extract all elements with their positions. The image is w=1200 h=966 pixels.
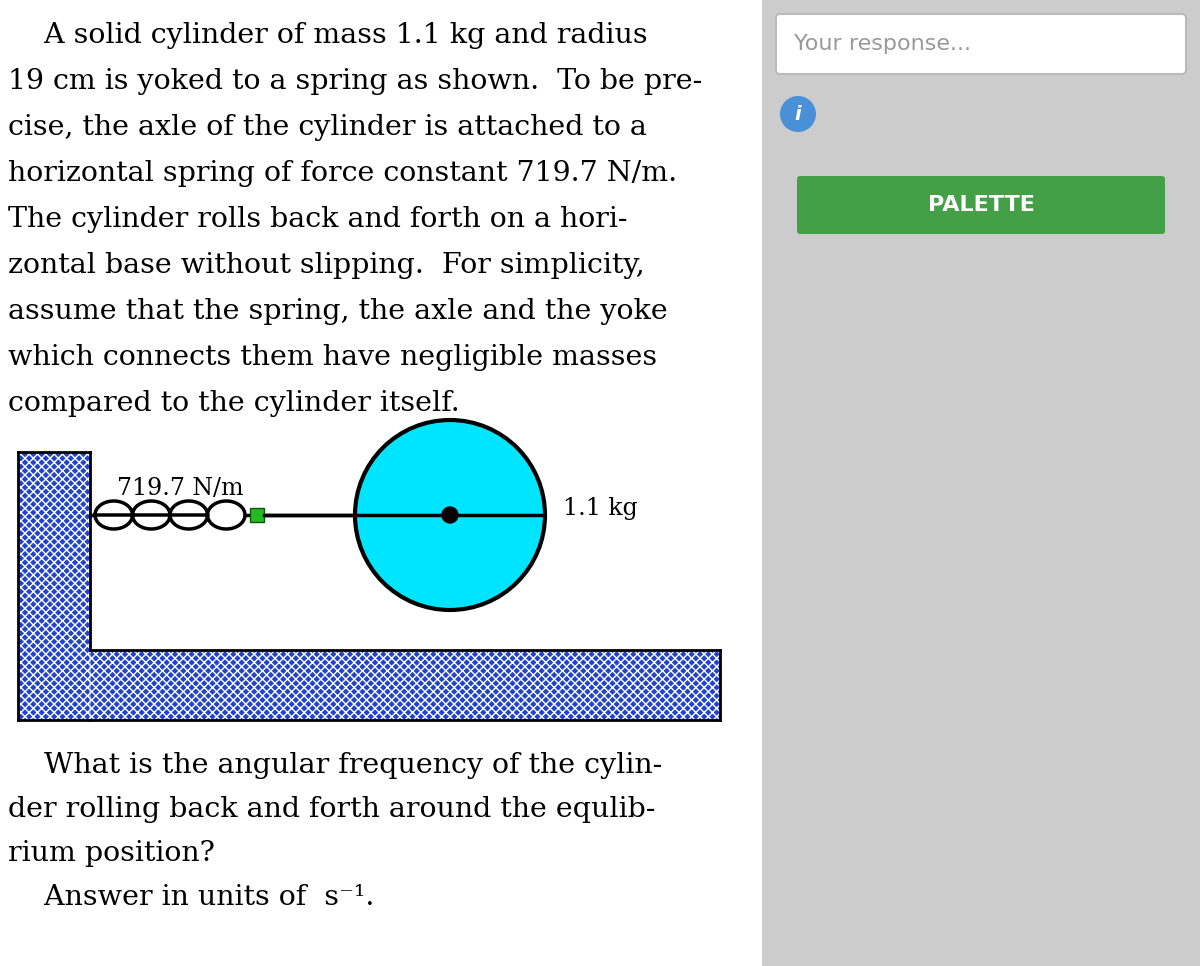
Circle shape (780, 96, 816, 132)
Bar (18, 452, 90, 720)
Bar (250, 508, 264, 522)
FancyBboxPatch shape (797, 176, 1165, 234)
Text: 19 cm is yoked to a spring as shown.  To be pre-: 19 cm is yoked to a spring as shown. To … (8, 68, 702, 95)
Text: Your response...: Your response... (794, 34, 971, 54)
Text: What is the angular frequency of the cylin-: What is the angular frequency of the cyl… (8, 752, 662, 779)
Bar (0, 0, 762, 966)
Text: The cylinder rolls back and forth on a hori-: The cylinder rolls back and forth on a h… (8, 206, 628, 233)
Text: cise, the axle of the cylinder is attached to a: cise, the axle of the cylinder is attach… (8, 114, 647, 141)
Text: Answer in units of  s⁻¹.: Answer in units of s⁻¹. (8, 884, 374, 911)
Text: rium position?: rium position? (8, 840, 215, 867)
Circle shape (442, 507, 458, 523)
Text: which connects them have negligible masses: which connects them have negligible mass… (8, 344, 658, 371)
Bar (18, 452, 90, 720)
FancyBboxPatch shape (776, 14, 1186, 74)
Bar (90, 650, 720, 720)
Bar (90, 650, 720, 720)
Text: i: i (794, 104, 802, 124)
Text: A solid cylinder of mass 1.1 kg and radius: A solid cylinder of mass 1.1 kg and radi… (8, 22, 648, 49)
Text: zontal base without slipping.  For simplicity,: zontal base without slipping. For simpli… (8, 252, 644, 279)
Text: PALETTE: PALETTE (928, 195, 1034, 215)
Text: horizontal spring of force constant 719.7 N/m.: horizontal spring of force constant 719.… (8, 160, 677, 187)
Text: compared to the cylinder itself.: compared to the cylinder itself. (8, 390, 460, 417)
Circle shape (355, 420, 545, 610)
Text: assume that the spring, the axle and the yoke: assume that the spring, the axle and the… (8, 298, 667, 325)
Text: 719.7 N/m: 719.7 N/m (116, 477, 244, 500)
Text: der rolling back and forth around the equlib-: der rolling back and forth around the eq… (8, 796, 655, 823)
Bar (762, 0, 1200, 966)
Text: 1.1 kg: 1.1 kg (563, 497, 637, 520)
